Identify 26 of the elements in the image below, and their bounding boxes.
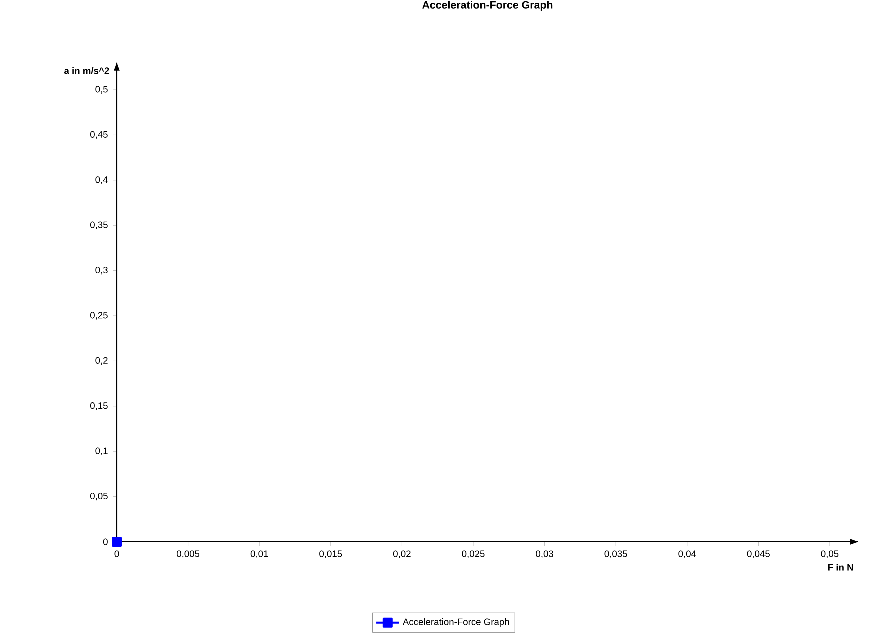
y-tick-label: 0,45 [90, 131, 108, 140]
chart-title: Acceleration-Force Graph [422, 1, 553, 11]
y-tick-label: 0 [103, 538, 108, 546]
x-axis-title: F in N [828, 564, 854, 571]
x-tick-label: 0,03 [536, 550, 554, 558]
y-tick-label: 0,15 [90, 402, 108, 410]
x-tick-label: 0,05 [821, 550, 839, 558]
x-tick-label: 0,02 [393, 550, 411, 558]
y-axis-title: a in m/s^2 [64, 67, 110, 74]
x-tick-label: 0,045 [747, 550, 770, 558]
y-tick-label: 0,2 [96, 357, 108, 366]
y-tick-label: 0,1 [96, 448, 108, 456]
y-tick-label: 0,35 [90, 222, 108, 230]
x-tick-label: 0,025 [462, 550, 485, 558]
y-tick-label: 0,4 [96, 176, 108, 184]
x-tick-label: 0,01 [250, 550, 268, 558]
x-tick-label: 0 [114, 550, 120, 558]
x-tick-label: 0,015 [320, 550, 342, 558]
legend-label: Acceleration-Force Graph [402, 618, 510, 628]
y-tick-label: 0,05 [90, 492, 108, 501]
x-tick-label: 0,04 [678, 550, 696, 558]
x-tick-label: 0,035 [604, 550, 628, 558]
y-tick-label: 0,3 [96, 266, 108, 275]
y-tick-label: 0,25 [90, 312, 108, 320]
y-tick-label: 0,5 [96, 86, 108, 94]
x-tick-label: 0,005 [176, 550, 200, 558]
